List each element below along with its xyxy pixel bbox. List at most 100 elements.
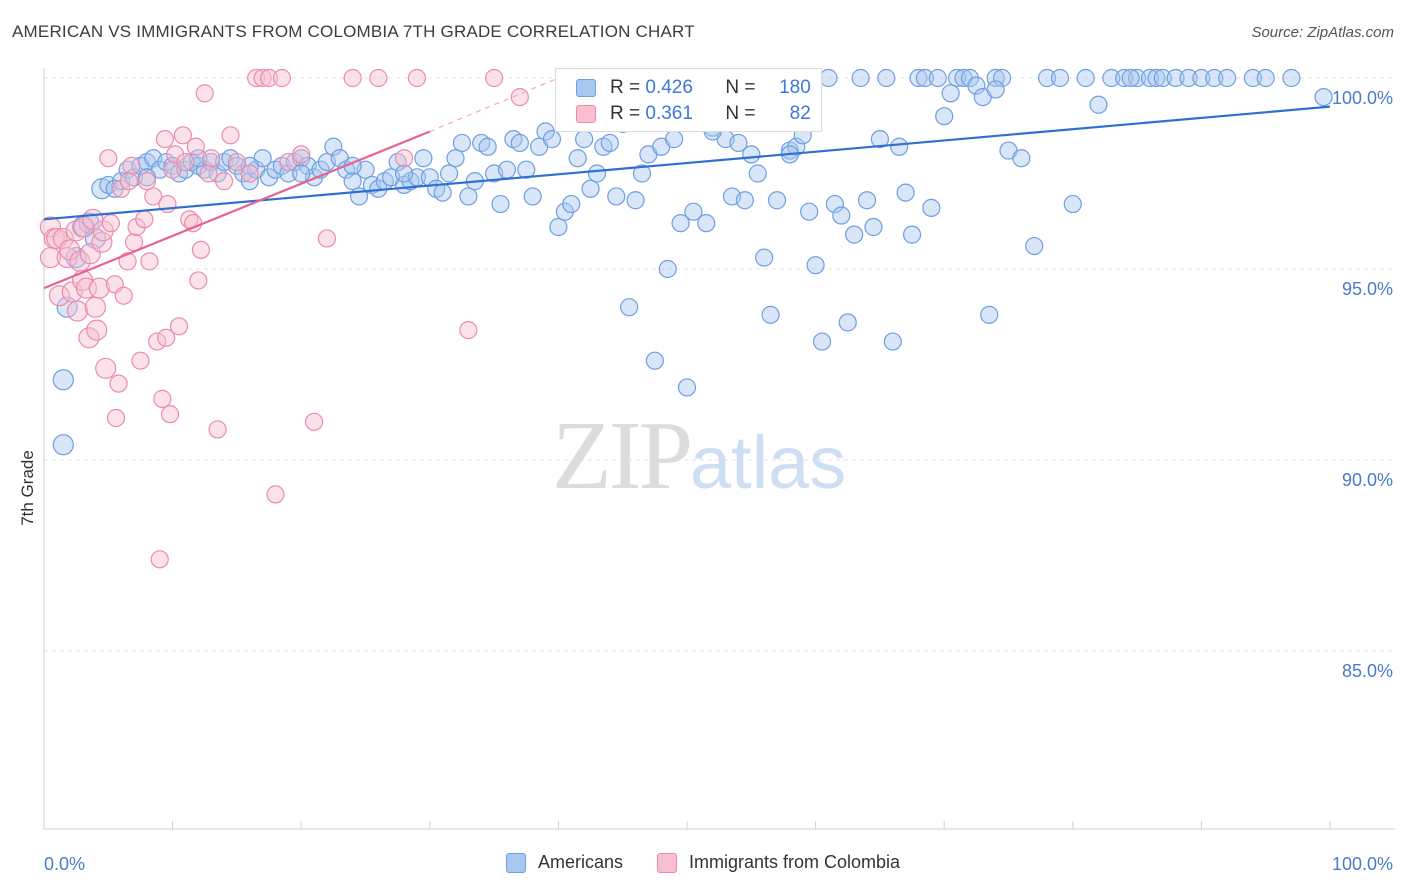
point-colombia xyxy=(101,214,120,233)
point-americans xyxy=(677,378,697,397)
trend-line-colombia-extension xyxy=(429,77,559,133)
point-americans xyxy=(819,68,838,88)
point-americans xyxy=(825,194,844,214)
legend-swatch-colombia xyxy=(576,105,596,123)
point-americans xyxy=(105,179,124,198)
point-colombia xyxy=(79,243,101,265)
point-americans xyxy=(1282,68,1301,88)
point-colombia xyxy=(144,187,163,206)
point-colombia xyxy=(91,231,113,253)
point-colombia xyxy=(114,286,133,305)
point-americans xyxy=(967,76,986,95)
point-colombia xyxy=(137,172,156,191)
point-colombia xyxy=(140,252,159,271)
point-americans xyxy=(915,68,935,88)
point-americans xyxy=(992,68,1012,88)
point-americans xyxy=(902,225,922,244)
legend-row-americans: R = 0.426 N = 180 xyxy=(576,77,811,99)
point-americans xyxy=(870,130,890,149)
point-americans xyxy=(478,137,497,156)
point-colombia xyxy=(153,389,172,408)
point-americans xyxy=(941,84,960,103)
x-tick-label: 0.0% xyxy=(44,854,85,874)
source-credit: Source: ZipAtlas.com xyxy=(1251,24,1394,41)
point-colombia xyxy=(84,296,107,318)
point-americans xyxy=(658,259,677,279)
watermark-zip: ZIP xyxy=(552,402,693,510)
point-americans xyxy=(896,183,915,202)
point-americans xyxy=(600,133,619,153)
point-colombia xyxy=(266,485,285,504)
point-americans xyxy=(587,164,607,183)
point-americans xyxy=(864,217,883,237)
point-colombia xyxy=(227,152,246,172)
point-colombia xyxy=(131,351,150,370)
point-americans xyxy=(452,133,472,153)
point-americans xyxy=(1179,68,1198,88)
legend-n-value: 82 xyxy=(789,103,811,124)
point-colombia xyxy=(75,277,98,299)
point-americans xyxy=(787,137,806,156)
data-points xyxy=(39,68,1333,569)
point-americans xyxy=(1063,194,1082,214)
series-legend: Americans Immigrants from Colombia xyxy=(0,852,1406,873)
point-americans xyxy=(1243,68,1262,88)
point-americans xyxy=(52,369,74,391)
point-colombia xyxy=(272,68,292,88)
point-colombia xyxy=(304,412,324,431)
point-americans xyxy=(838,313,857,332)
point-americans xyxy=(626,191,645,210)
point-americans xyxy=(581,179,600,198)
point-colombia xyxy=(122,156,141,175)
point-colombia xyxy=(240,164,259,183)
point-americans xyxy=(394,164,414,183)
point-colombia xyxy=(66,300,89,322)
point-colombia xyxy=(485,68,504,88)
point-americans xyxy=(986,80,1005,99)
x-tick-label: 100.0% xyxy=(1332,854,1393,874)
point-americans xyxy=(491,194,510,214)
point-colombia xyxy=(253,68,272,88)
point-colombia xyxy=(119,172,138,191)
point-americans xyxy=(568,149,587,168)
point-colombia xyxy=(176,152,195,172)
point-americans xyxy=(684,202,703,221)
point-colombia xyxy=(189,271,208,290)
point-americans xyxy=(1140,68,1160,88)
point-colombia xyxy=(157,328,176,347)
point-colombia xyxy=(208,420,227,439)
watermark-atlas: atlas xyxy=(690,421,847,504)
legend-r-value: 0.426 xyxy=(645,77,693,98)
point-colombia xyxy=(78,327,100,349)
point-americans xyxy=(890,137,909,156)
legend-row-colombia: R = 0.361 N = 82 xyxy=(576,103,811,125)
point-colombia xyxy=(86,319,108,341)
point-americans xyxy=(575,130,594,149)
point-colombia xyxy=(173,126,192,145)
legend-n-value: 180 xyxy=(779,77,811,98)
point-americans xyxy=(832,206,851,225)
point-colombia xyxy=(199,164,218,183)
point-colombia xyxy=(135,210,154,229)
point-americans xyxy=(536,122,555,141)
point-colombia xyxy=(317,229,337,248)
point-americans xyxy=(497,160,517,179)
point-americans xyxy=(446,149,465,168)
point-colombia xyxy=(407,68,427,88)
point-americans xyxy=(935,107,954,126)
point-colombia xyxy=(118,252,137,271)
chart-title: AMERICAN VS IMMIGRANTS FROM COLOMBIA 7TH… xyxy=(12,22,695,41)
point-americans xyxy=(439,164,459,183)
point-colombia xyxy=(259,68,279,88)
point-colombia xyxy=(195,84,214,103)
point-americans xyxy=(665,130,684,149)
point-colombia xyxy=(191,240,210,259)
point-americans xyxy=(1147,68,1166,88)
point-colombia xyxy=(169,317,189,336)
y-axis-label: 7th Grade xyxy=(18,450,37,526)
series-legend-colombia: Immigrants from Colombia xyxy=(656,852,900,873)
point-colombia xyxy=(343,68,362,88)
point-colombia xyxy=(112,179,131,198)
point-americans xyxy=(1050,68,1070,88)
